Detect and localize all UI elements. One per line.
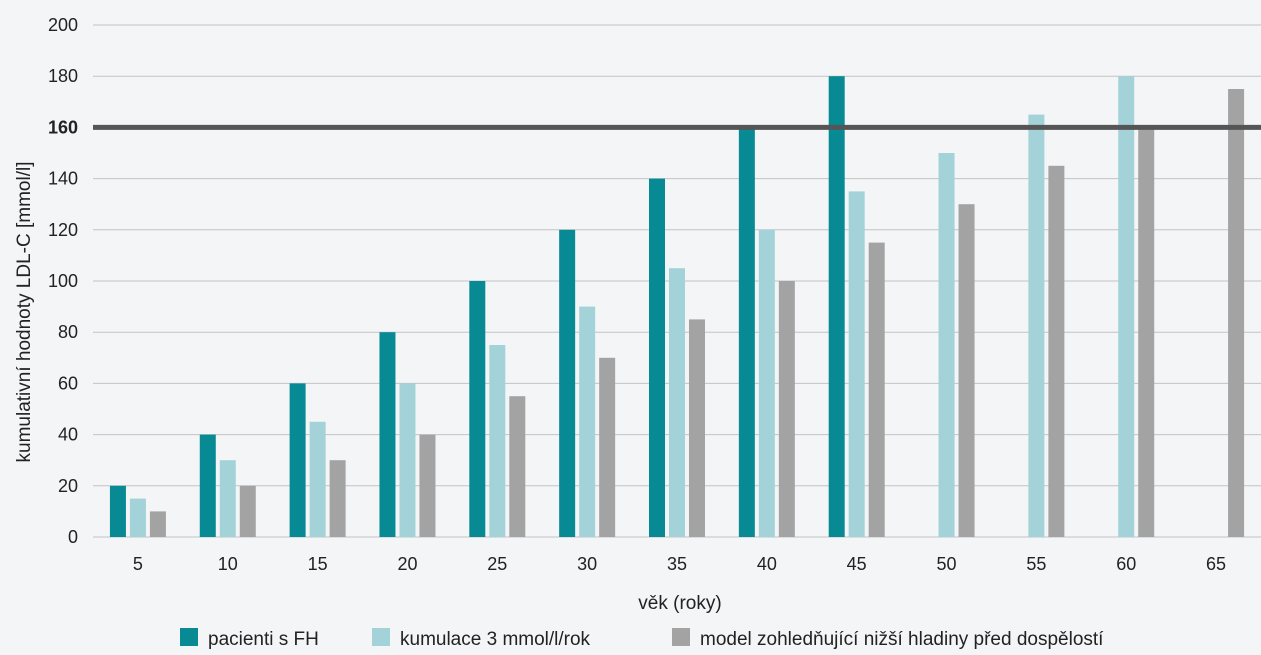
- x-tick-label: 55: [1026, 554, 1046, 574]
- x-axis-label: věk (roky): [638, 593, 721, 614]
- bar: [828, 76, 845, 537]
- x-tick-label: 50: [937, 554, 957, 574]
- bar: [289, 383, 306, 537]
- bar: [938, 153, 955, 537]
- x-tick-label: 15: [308, 554, 328, 574]
- bar: [329, 460, 346, 537]
- y-tick-label: 200: [48, 15, 78, 35]
- legend-swatch: [672, 628, 690, 646]
- bar: [579, 306, 596, 537]
- legend-label: kumulace 3 mmol/l/rok: [400, 629, 591, 650]
- bar: [219, 460, 236, 537]
- bar: [489, 345, 506, 537]
- x-tick-label: 65: [1206, 554, 1226, 574]
- bar: [758, 229, 775, 538]
- x-tick-label: 10: [218, 554, 238, 574]
- x-tick-label: 45: [847, 554, 867, 574]
- legend-label: pacienti s FH: [208, 629, 319, 650]
- x-tick-labels: 5 10 15 20 25 30 35 40 45 50 55 60 65: [133, 554, 1226, 574]
- bar: [559, 229, 576, 538]
- bar: [199, 434, 216, 537]
- x-tick-label: 5: [133, 554, 143, 574]
- bar: [649, 178, 665, 537]
- legend: pacienti s FH kumulace 3 mmol/l/rok model …: [180, 628, 1104, 650]
- y-tick-label: 140: [48, 169, 78, 189]
- bar: [868, 242, 885, 537]
- legend-swatch: [372, 628, 390, 646]
- bar: [1048, 165, 1065, 538]
- bars: [109, 76, 1245, 538]
- legend-label: model zohledňující nižší hladiny před do…: [700, 629, 1104, 650]
- bar: [149, 511, 166, 537]
- x-tick-label: 25: [487, 554, 507, 574]
- bar: [1138, 127, 1155, 538]
- bar: [129, 498, 146, 537]
- x-tick-label: 20: [397, 554, 417, 574]
- y-tick-labels: 0 20 40 60 80 100 120 140 160 180 200: [48, 15, 78, 547]
- bar: [848, 191, 865, 537]
- bar: [379, 332, 396, 537]
- bar: [509, 396, 526, 537]
- y-tick-label: 20: [58, 476, 78, 496]
- x-tick-label: 35: [667, 554, 687, 574]
- bar: [669, 268, 685, 537]
- y-tick-label: 60: [58, 373, 78, 393]
- x-tick-label: 60: [1116, 554, 1136, 574]
- x-tick-label: 30: [577, 554, 597, 574]
- bar: [689, 319, 705, 537]
- bar: [109, 485, 126, 537]
- bar: [599, 357, 616, 537]
- x-tick-label: 40: [757, 554, 777, 574]
- bar: [738, 127, 755, 538]
- legend-swatch: [180, 628, 198, 646]
- y-tick-label: 0: [68, 527, 78, 547]
- bar: [419, 434, 436, 537]
- y-tick-label: 160: [48, 117, 78, 137]
- y-tick-label: 180: [48, 66, 78, 86]
- bar: [958, 204, 975, 537]
- bar: [239, 485, 256, 537]
- bar: [1118, 76, 1135, 537]
- y-tick-label: 120: [48, 220, 78, 240]
- y-tick-label: 100: [48, 271, 78, 291]
- bar: [309, 421, 326, 537]
- y-tick-label: 80: [58, 322, 78, 342]
- bar: [1028, 114, 1045, 537]
- bar: [778, 281, 795, 537]
- y-axis-label: kumulativní hodnoty LDL-C [mmol/l]: [14, 162, 35, 463]
- y-tick-label: 40: [58, 425, 78, 445]
- bar: [1228, 89, 1245, 537]
- bar: [399, 383, 416, 537]
- bar: [469, 281, 486, 537]
